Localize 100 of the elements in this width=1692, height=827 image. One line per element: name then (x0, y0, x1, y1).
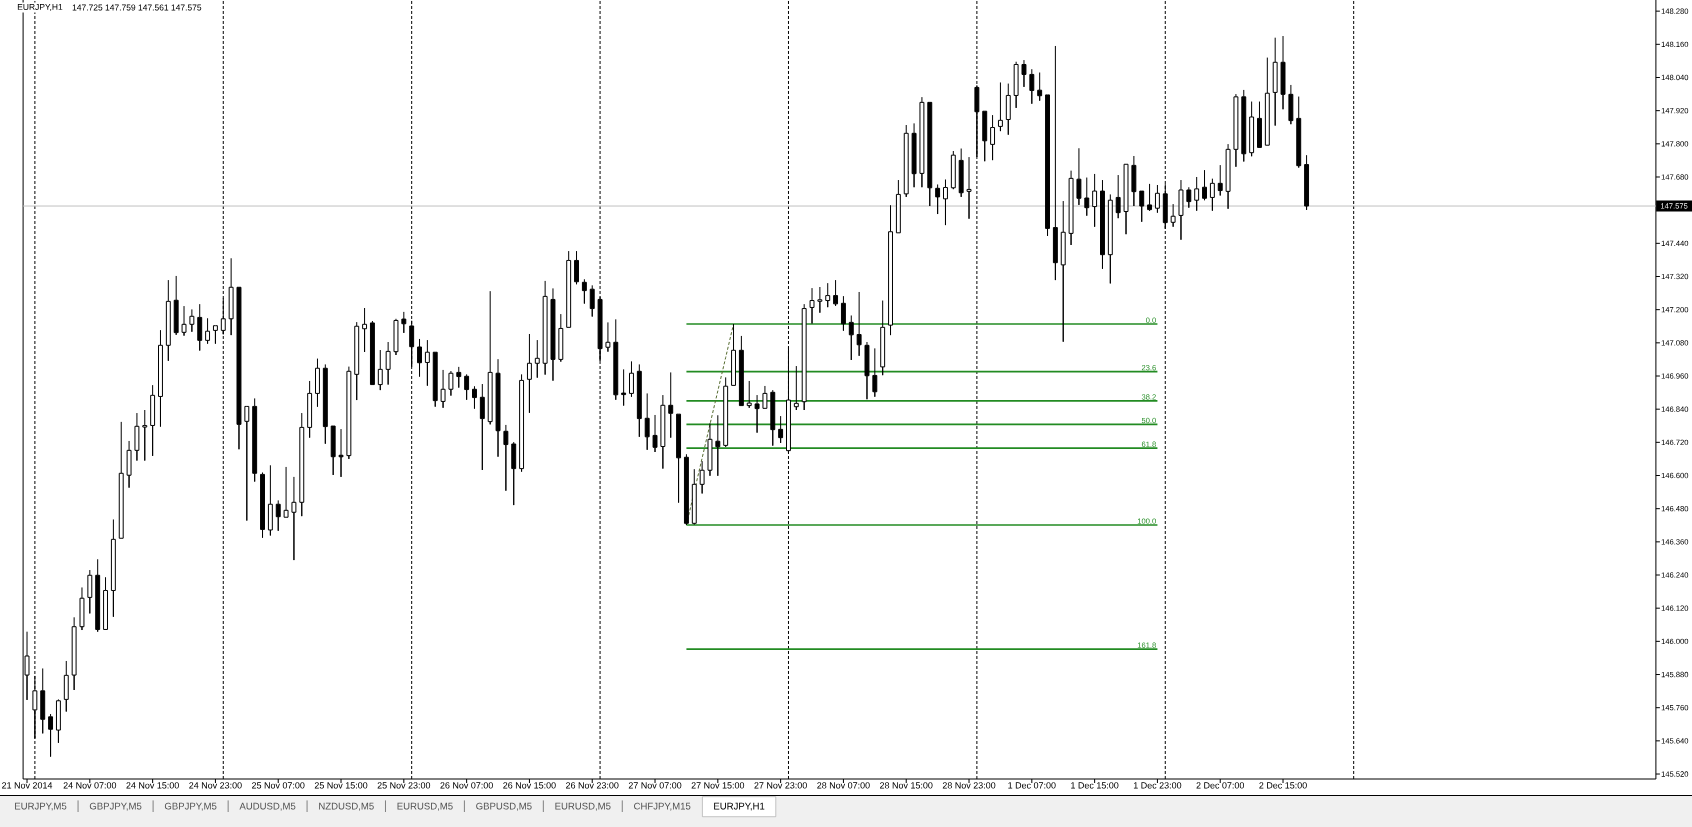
candlestick (228, 257, 234, 336)
candlestick (1084, 177, 1090, 217)
candlestick (550, 287, 556, 382)
candlestick (393, 318, 399, 356)
x-tick-label: 28 Nov 15:00 (880, 782, 933, 789)
candlestick (1217, 164, 1223, 197)
x-tick-label: 1 Dec 15:00 (1071, 782, 1119, 789)
text: EURUSD,M5 (555, 802, 611, 811)
candlestick (848, 314, 854, 361)
text: AUDUSD,M5 (239, 802, 296, 811)
candlestick (982, 110, 988, 162)
candlestick (1139, 190, 1145, 223)
candlestick (118, 421, 124, 539)
candlestick (1178, 179, 1184, 241)
candlestick (880, 300, 886, 376)
text: EURJPY,H1 (714, 802, 765, 811)
candlestick (1052, 45, 1058, 281)
candlestick (793, 365, 799, 411)
x-tick-label: 27 Nov 23:00 (754, 782, 807, 789)
candlestick (63, 660, 69, 713)
candlestick (629, 360, 634, 398)
candlestick (1060, 200, 1066, 343)
candlestick (754, 394, 760, 434)
candlestick (362, 307, 368, 353)
candlestick (668, 371, 674, 439)
candlestick (1154, 184, 1160, 214)
candlestick (715, 414, 721, 477)
candlestick (189, 308, 195, 333)
candlestick (558, 313, 564, 363)
candlestick (173, 275, 179, 336)
candlestick (1186, 186, 1192, 209)
candlestick (652, 414, 658, 453)
candlestick (369, 320, 375, 386)
text: CHFJPY,M15 (634, 802, 691, 811)
candlestick (731, 323, 736, 386)
candlestick (291, 476, 297, 561)
candlestick (519, 373, 525, 473)
candlestick (723, 376, 729, 448)
candlestick (707, 422, 713, 477)
candlestick (966, 156, 972, 220)
candlestick (503, 424, 509, 492)
candlestick (1288, 84, 1294, 125)
candlestick (322, 363, 328, 445)
candlestick (103, 576, 108, 630)
x-tick-label: 25 Nov 07:00 (252, 782, 305, 789)
candlestick (1304, 154, 1310, 211)
candlestick (1107, 193, 1113, 284)
candlestick (1076, 147, 1082, 206)
candlestick (1264, 57, 1270, 146)
candlestick (1225, 143, 1231, 210)
candlestick (95, 558, 101, 633)
candlestick (950, 150, 956, 190)
candlestick (267, 464, 273, 536)
candlestick (1257, 101, 1262, 148)
candlestick (526, 333, 532, 414)
x-tick-label: 2 Dec 15:00 (1259, 782, 1307, 789)
candlestick (110, 518, 116, 618)
candlestick (205, 317, 211, 345)
candlestick (181, 305, 187, 337)
candlestick (746, 380, 752, 409)
candlestick (346, 366, 352, 460)
candlestick (134, 412, 140, 462)
x-tick-label: 26 Nov 15:00 (503, 782, 556, 789)
text: GBPUSD,M5 (476, 802, 532, 811)
candlestick (699, 460, 705, 494)
text: GBPJPY,M5 (164, 802, 217, 811)
candlestick (1092, 173, 1098, 228)
candlestick (644, 392, 650, 451)
candlestick (581, 278, 587, 305)
candlestick (825, 282, 831, 308)
candlestick (621, 368, 627, 407)
candlestick (424, 339, 430, 387)
candlestick (1272, 37, 1278, 127)
candlestick (252, 397, 258, 483)
x-tick-label: 1 Dec 07:00 (1008, 782, 1056, 789)
x-tick-label: 26 Nov 23:00 (566, 782, 619, 789)
candlestick (1115, 174, 1121, 219)
candlestick (770, 389, 776, 447)
candlestick (315, 358, 320, 408)
candlestick (801, 303, 807, 411)
x-tick-label: 1 Dec 23:00 (1133, 782, 1182, 789)
candlestick (1194, 176, 1200, 212)
candlestick (79, 586, 85, 631)
candlestick (456, 366, 462, 389)
text: EURUSD,M5 (397, 802, 453, 811)
x-tick-label: 24 Nov 23:00 (189, 782, 242, 789)
candlestick (283, 466, 289, 518)
candlestick (1100, 179, 1105, 270)
candlestick (691, 468, 697, 525)
candlestick (236, 286, 242, 450)
candlestick (212, 325, 218, 345)
candlestick (71, 616, 77, 691)
x-tick-label: 25 Nov 23:00 (377, 782, 431, 789)
candlestick (997, 81, 1003, 132)
candlestick (895, 179, 901, 234)
candlestick (1013, 61, 1019, 109)
candlestick (142, 409, 148, 462)
candlestick (927, 101, 933, 207)
x-tick-label: 28 Nov 07:00 (817, 782, 870, 789)
candlestick (762, 385, 768, 409)
